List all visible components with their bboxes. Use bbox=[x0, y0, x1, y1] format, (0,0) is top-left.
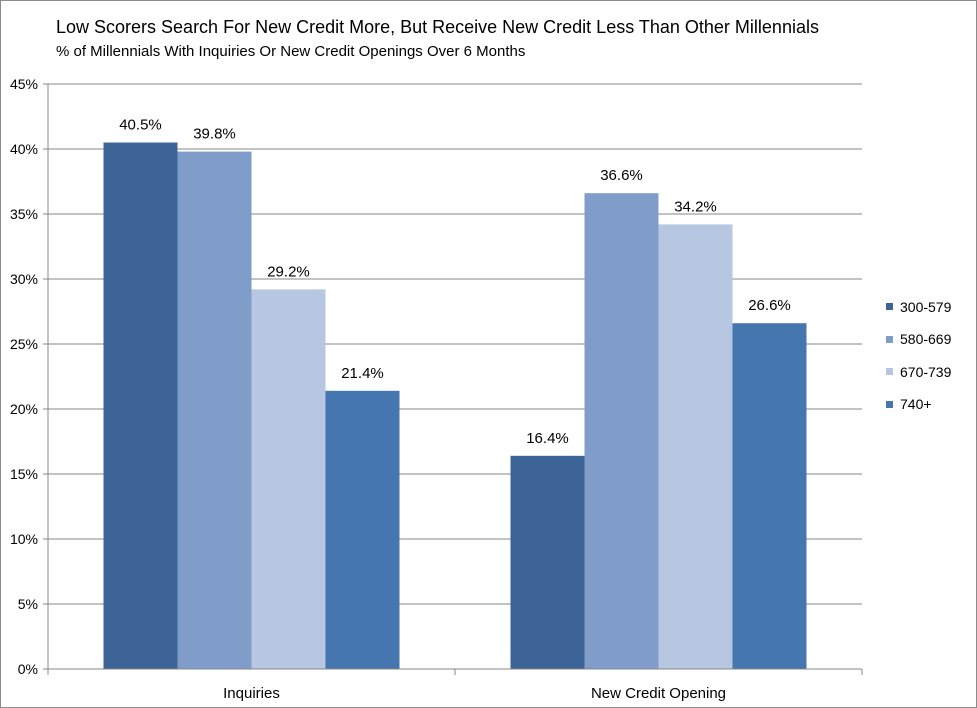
legend-label: 740+ bbox=[900, 396, 932, 412]
bar-670-739-new-credit-opening bbox=[658, 224, 733, 669]
bar-670-739-inquiries bbox=[251, 289, 326, 669]
y-tick-label: 45% bbox=[10, 76, 38, 92]
y-tick-label: 25% bbox=[10, 336, 38, 352]
bar-740+-new-credit-opening bbox=[732, 323, 807, 669]
data-label: 21.4% bbox=[341, 365, 384, 382]
y-tick-label: 30% bbox=[10, 271, 38, 287]
data-label: 29.2% bbox=[267, 263, 310, 280]
legend-swatch bbox=[886, 368, 893, 375]
data-label: 36.6% bbox=[600, 167, 643, 184]
legend-item: 580-669 bbox=[886, 328, 951, 351]
legend-swatch bbox=[886, 400, 893, 408]
data-label: 16.4% bbox=[526, 430, 569, 447]
bar-580-669-new-credit-opening bbox=[584, 193, 659, 669]
bar-300-579-inquiries bbox=[103, 142, 178, 669]
legend-swatch bbox=[886, 303, 893, 310]
y-tick-label: 0% bbox=[18, 661, 38, 677]
data-label: 34.2% bbox=[674, 198, 717, 215]
legend-label: 300-579 bbox=[900, 298, 952, 315]
bar-580-669-inquiries bbox=[177, 151, 252, 670]
data-label: 26.6% bbox=[748, 297, 791, 314]
legend-label: 580-669 bbox=[900, 331, 952, 347]
y-tick-label: 35% bbox=[10, 206, 38, 222]
legend-item: 300-579 bbox=[886, 295, 951, 318]
legend-item: 740+ bbox=[886, 393, 951, 416]
bar-740+-inquiries bbox=[325, 390, 400, 669]
chart-title: Low Scorers Search For New Credit More, … bbox=[56, 17, 819, 37]
data-label: 39.8% bbox=[193, 126, 236, 143]
legend-label: 670-739 bbox=[900, 363, 952, 380]
legend-item: 670-739 bbox=[886, 360, 951, 383]
data-label: 40.5% bbox=[119, 117, 162, 134]
x-tick-label: Inquiries bbox=[223, 685, 280, 702]
legend-swatch bbox=[886, 335, 893, 343]
y-tick-label: 10% bbox=[10, 531, 38, 547]
chart-subtitle: % of Millennials With Inquiries Or New C… bbox=[56, 43, 526, 60]
x-tick-label: New Credit Opening bbox=[591, 685, 726, 702]
bar-300-579-new-credit-opening bbox=[510, 455, 585, 669]
y-tick-label: 40% bbox=[10, 141, 38, 157]
y-tick-label: 15% bbox=[10, 466, 38, 482]
legend: 300-579 580-669 670-739 740+ bbox=[886, 295, 951, 425]
y-tick-label: 20% bbox=[10, 401, 38, 417]
y-tick-label: 5% bbox=[18, 596, 38, 612]
